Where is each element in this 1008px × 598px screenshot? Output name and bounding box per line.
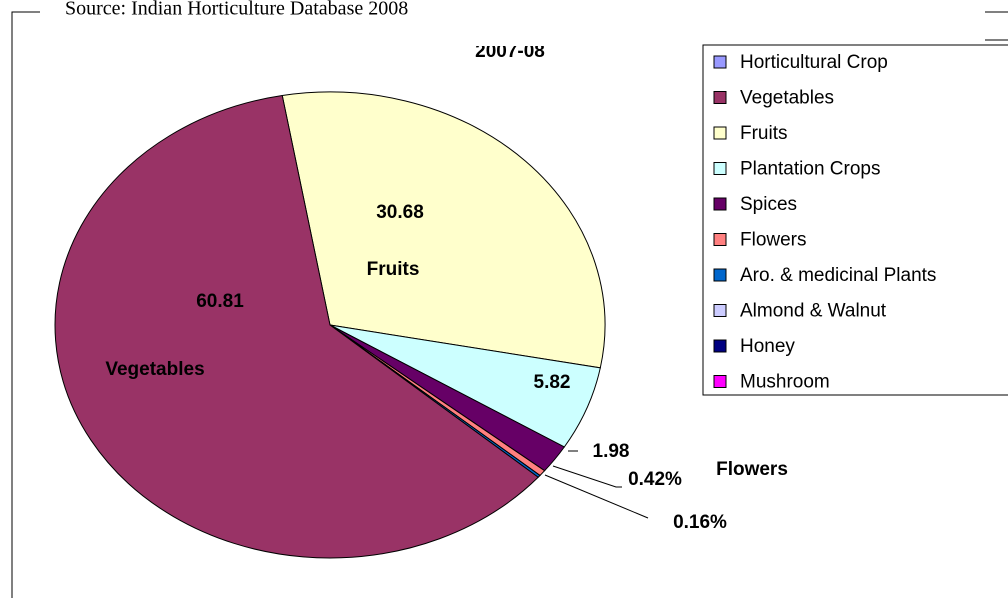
- data-label: 0.42%: [628, 469, 682, 490]
- legend-label: Almond & Walnut: [740, 301, 887, 322]
- slice-name: Flowers: [716, 459, 788, 480]
- legend-box: [702, 44, 1008, 396]
- data-label: 0.16%: [673, 512, 727, 533]
- legend-label: Aro. & medicinal Plants: [740, 265, 936, 286]
- data-label: 1.98: [593, 441, 630, 462]
- data-label: 5.82: [534, 372, 571, 393]
- legend-label: Vegetables: [740, 88, 834, 109]
- legend-label: Horticultural Crop: [740, 52, 888, 73]
- data-label: 30.68: [376, 202, 424, 223]
- legend-swatch: [713, 91, 727, 104]
- legend-swatch: [713, 126, 727, 140]
- leader-line: [544, 474, 649, 519]
- legend-label: Flowers: [740, 230, 807, 251]
- pie-slice: [281, 91, 606, 369]
- frame: [11, 11, 40, 598]
- legend-swatch: [713, 339, 727, 353]
- leader-line: [552, 465, 622, 488]
- chart-title: 2007-08: [475, 41, 545, 62]
- legend-label: Spices: [740, 194, 797, 215]
- legend-label: Honey: [740, 336, 795, 357]
- slice-name: Fruits: [367, 259, 420, 280]
- labels: 60.81 30.68 5.82 1.98 0.42% 0.16% Vegetables Fr…: [105, 202, 788, 533]
- pie: [54, 91, 606, 559]
- legend-swatch: [713, 268, 727, 282]
- legend-label: Fruits: [740, 123, 788, 144]
- legend: Horticultural Crop Vegetables Fruits Planta…: [713, 52, 936, 393]
- data-label: 60.81: [196, 291, 244, 312]
- legend-label: Mushroom: [740, 372, 830, 393]
- legend-swatch: [713, 162, 727, 175]
- pie-slice: [54, 94, 539, 559]
- legend-swatch: [713, 233, 727, 246]
- source: Source: Indian Horticulture Database 200…: [65, 0, 408, 20]
- legend-label: Plantation Crops: [740, 159, 880, 180]
- legend-swatch: [713, 55, 727, 69]
- legend-swatch: [713, 197, 727, 211]
- legend-swatch: [713, 375, 727, 388]
- slice-name: Vegetables: [105, 359, 204, 380]
- legend-swatch: [713, 304, 727, 317]
